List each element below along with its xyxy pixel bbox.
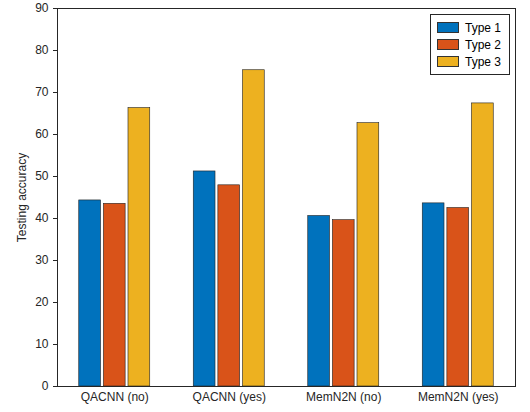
svg-text:0: 0	[42, 379, 49, 393]
svg-text:50: 50	[35, 169, 49, 183]
svg-text:Testing accuracy: Testing accuracy	[15, 153, 29, 242]
svg-text:30: 30	[35, 253, 49, 267]
svg-text:QACNN (no): QACNN (no)	[81, 390, 149, 404]
svg-text:MemN2N (yes): MemN2N (yes)	[418, 390, 499, 404]
svg-text:MemN2N (no): MemN2N (no)	[306, 390, 381, 404]
svg-text:60: 60	[35, 127, 49, 141]
html-text:Type 3: Type 3	[465, 54, 501, 69]
svg-text:80: 80	[35, 43, 49, 57]
svg-text:10: 10	[35, 337, 49, 351]
svg-text:70: 70	[35, 85, 49, 99]
svg-text:90: 90	[35, 1, 49, 15]
html-text:Type 2: Type 2	[465, 37, 501, 52]
svg-text:QACNN (yes): QACNN (yes)	[193, 390, 266, 404]
svg-text:40: 40	[35, 211, 49, 225]
svg-text:20: 20	[35, 295, 49, 309]
html-text:Type 1: Type 1	[465, 20, 501, 35]
